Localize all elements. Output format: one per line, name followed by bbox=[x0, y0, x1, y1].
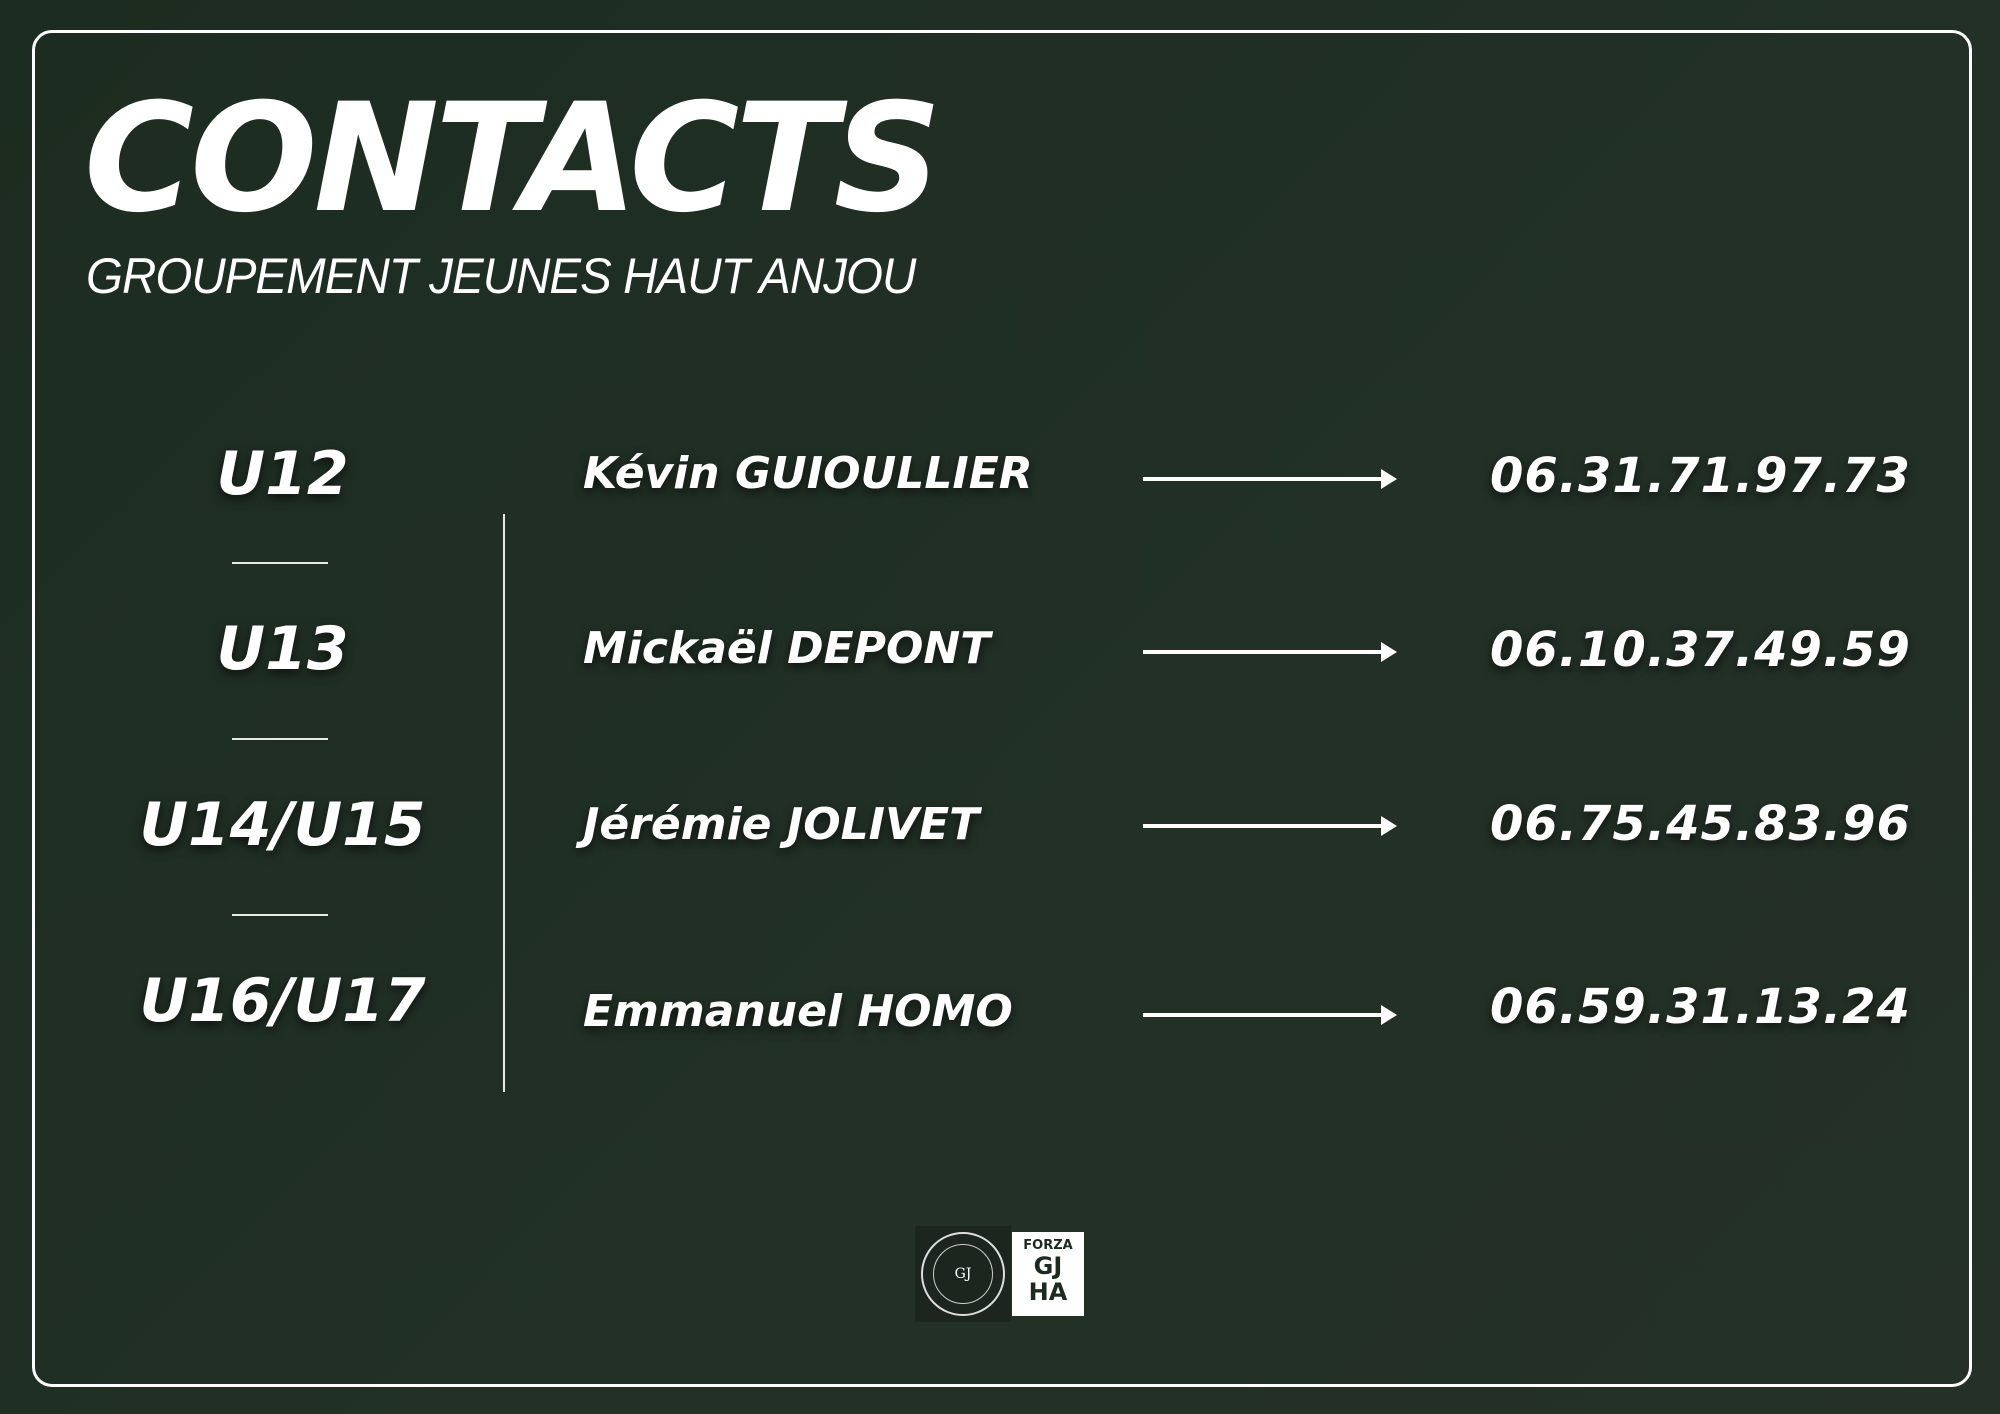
contact-phone: 06.31.71.97.73 bbox=[1490, 448, 1911, 504]
contact-phone: 06.75.45.83.96 bbox=[1490, 796, 1911, 852]
page-subtitle: GROUPEMENT JEUNES HAUT ANJOU bbox=[86, 248, 916, 304]
category-label: U13 bbox=[216, 614, 349, 684]
divider bbox=[232, 914, 328, 916]
divider bbox=[232, 738, 328, 740]
contact-name: Kévin GUIOULLIER bbox=[583, 448, 1033, 499]
contact-phone: 06.59.31.13.24 bbox=[1490, 979, 1911, 1035]
category-label: U12 bbox=[216, 439, 349, 509]
forza-logo-line: GJ bbox=[1033, 1252, 1063, 1280]
arrow-right-icon bbox=[1143, 816, 1397, 836]
vertical-divider bbox=[503, 514, 505, 1092]
page-title: CONTACTS bbox=[84, 72, 942, 246]
arrow-right-icon bbox=[1143, 1005, 1397, 1025]
contact-name: Jérémie JOLIVET bbox=[583, 799, 980, 850]
contact-name: Mickaël DEPONT bbox=[583, 623, 991, 674]
frame-border bbox=[32, 30, 1972, 1387]
forza-logo-line: FORZA bbox=[1023, 1238, 1073, 1253]
club-logo-monogram: GJ bbox=[933, 1244, 993, 1304]
category-label: U14/U15 bbox=[139, 790, 426, 860]
club-logo-ring: GJ bbox=[921, 1232, 1005, 1316]
category-label: U16/U17 bbox=[139, 966, 426, 1036]
club-logo: GJ bbox=[915, 1226, 1011, 1322]
arrow-right-icon bbox=[1143, 642, 1397, 662]
forza-logo-line: HA bbox=[1028, 1278, 1068, 1306]
forza-logo: FORZA GJ HA bbox=[1012, 1232, 1084, 1316]
contact-phone: 06.10.37.49.59 bbox=[1490, 622, 1911, 678]
arrow-right-icon bbox=[1143, 469, 1397, 489]
divider bbox=[232, 562, 328, 564]
contact-name: Emmanuel HOMO bbox=[583, 986, 1013, 1037]
